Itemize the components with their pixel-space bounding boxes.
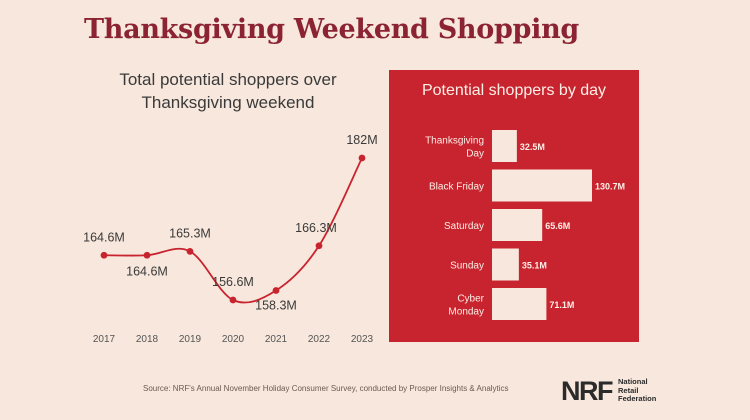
bar-value-label: 35.1M [522,261,547,271]
bar-value-label: 65.6M [545,221,570,231]
line-point [358,154,366,162]
bar-category-label: Sunday [450,261,484,272]
line-data-label: 164.6M [83,230,125,244]
logo-line: Federation [618,394,657,403]
line-point [272,287,280,294]
logo-line: Retail [618,385,639,395]
line-chart: 164.6M 2017 164.6M 2018 165.3M 2019 156.6M 2020… [83,133,377,345]
nrf-logo: NRF National Retail Federation [561,376,681,406]
line-data-label: 165.3M [169,226,211,240]
nrf-logo-text: National Retail Federation [618,377,657,404]
bar [492,209,543,241]
nrf-logo-mark: NRF [561,376,614,406]
bar-value-label: 32.5M [520,142,545,152]
x-tick-label: 2019 [179,334,202,345]
x-tick-label: 2021 [265,334,288,345]
line-point [315,242,323,250]
line-data-label: 166.3M [295,221,337,235]
bar-chart-panel: Potential shoppers by day Thanksgiving Da… [389,70,639,342]
bar [492,288,547,320]
bar-category-label: Cyber [457,294,484,305]
line-data-label: 156.6M [212,275,254,289]
x-tick-label: 2022 [308,334,331,345]
bar [492,130,517,162]
line-data-label: 158.3M [255,298,297,312]
x-tick-label: 2018 [136,334,159,345]
line-point [143,251,151,259]
line-point [186,247,194,255]
x-tick-label: 2023 [351,334,374,345]
line-chart-title: Total potential shoppers over Thanksgivi… [119,70,337,112]
bar-category-label: Thanksgiving [425,136,484,147]
x-tick-label: 2017 [93,334,116,345]
bar-category-label: Day [466,149,484,160]
logo-line: National [618,377,648,386]
line-data-label: 182M [346,133,377,147]
line-point [100,251,108,259]
bar-value-label: 130.7M [595,182,625,192]
bar-chart: Thanksgiving Day 32.5M Black Friday 130.7M Sa… [425,130,625,320]
bar-chart-title: Potential shoppers by day [421,82,607,99]
bar [492,169,592,202]
source-note: Source: NRF's Annual November Holiday Co… [143,384,509,393]
x-tick-label: 2020 [222,334,245,345]
bar-category-label: Saturday [444,221,484,232]
line-point [229,296,237,304]
line-data-label: 164.6M [126,264,168,278]
bar [492,248,519,281]
bar-value-label: 71.1M [549,300,574,310]
bar-category-label: Monday [448,307,484,318]
page-title: Thanksgiving Weekend Shopping [84,14,579,45]
bar-category-label: Black Friday [429,182,484,193]
